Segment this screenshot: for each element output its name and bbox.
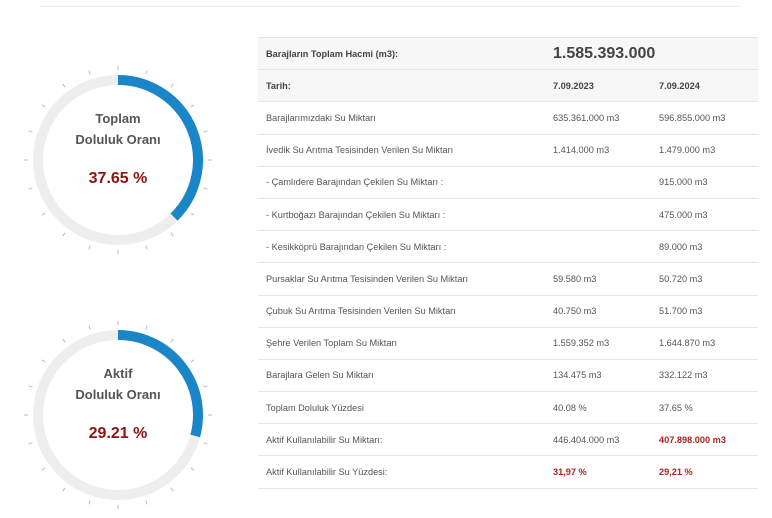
- total-fill-gauge-title: Toplam Doluluk Oranı: [75, 111, 161, 147]
- row-label: - Çamlıdere Barajından Çekilen Su Miktar…: [258, 166, 545, 199]
- gauge-ticks: [24, 321, 212, 509]
- date-column-1: 7.09.2023: [545, 69, 651, 103]
- row-label: Barajlara Gelen Su Miktarı: [258, 359, 545, 393]
- row-value-2024: 89.000 m3: [651, 230, 759, 264]
- row-label: Şehre Verilen Toplam Su Miktarı: [258, 327, 545, 360]
- date-label: Tarih:: [258, 69, 545, 103]
- table-row: Şehre Verilen Toplam Su Miktarı 1.559.352…: [258, 327, 759, 360]
- active-fill-gauge-title: Aktif Doluluk Oranı: [75, 366, 161, 402]
- active-fill-gauge: Aktif Doluluk Oranı 29.21 %: [18, 315, 218, 515]
- row-value-2023: 134.475 m3: [545, 359, 651, 393]
- row-value-2024: 37.65 %: [651, 391, 759, 425]
- gauge-fill-arc: [117, 75, 203, 221]
- top-divider: [40, 6, 740, 7]
- table-row: - Kurtboğazı Barajından Çekilen Su Mikta…: [258, 198, 759, 232]
- table-row: - Kesikköprü Barajından Çekilen Su Mikta…: [258, 230, 759, 264]
- row-label: Çubuk Su Arıtma Tesisinden Verilen Su Mi…: [258, 295, 545, 328]
- row-value-2024: 475.000 m3: [651, 198, 759, 232]
- row-value-2024: 50.720 m3: [651, 262, 759, 296]
- date-column-2: 7.09.2024: [651, 69, 759, 103]
- row-value-2023: 59.580 m3: [545, 262, 651, 296]
- gauge-ticks: [24, 66, 212, 254]
- table-row: Çubuk Su Arıtma Tesisinden Verilen Su Mi…: [258, 295, 759, 328]
- row-value-2023: [545, 166, 651, 199]
- row-value-2024: 407.898.000 m3: [651, 423, 759, 457]
- row-value-2023: 1.559.352 m3: [545, 327, 651, 360]
- dam-stats-table: Barajların Toplam Hacmi (m3): 1.585.393.…: [258, 36, 759, 489]
- total-fill-gauge-value: 37.65 %: [88, 170, 148, 187]
- row-value-2023: 40.750 m3: [545, 295, 651, 328]
- row-value-2023: 40.08 %: [545, 391, 651, 425]
- row-value-2024: 29,21 %: [651, 455, 759, 489]
- table-row: Toplam Doluluk Yüzdesi 40.08 % 37.65 %: [258, 391, 759, 425]
- total-fill-gauge-ring: [24, 66, 212, 254]
- row-value-2024: 1.644.870 m3: [651, 327, 759, 360]
- row-value-2023: 1.414.000 m3: [545, 134, 651, 167]
- row-label: Aktif Kullanılabilir Su Miktarı:: [258, 423, 545, 457]
- row-value-2023: [545, 198, 651, 232]
- row-label: Toplam Doluluk Yüzdesi: [258, 391, 545, 425]
- row-value-2024: 51.700 m3: [651, 295, 759, 328]
- table-row: İvedik Su Arıtma Tesisinden Verilen Su M…: [258, 134, 759, 167]
- row-label: Barajlarımızdaki Su Miktarı: [258, 101, 545, 135]
- row-label: - Kurtboğazı Barajından Çekilen Su Mikta…: [258, 198, 545, 232]
- row-value-2023: 31,97 %: [545, 455, 651, 489]
- row-label: Aktif Kullanılabilir Su Yüzdesi:: [258, 455, 545, 489]
- row-value-2023: [545, 230, 651, 264]
- row-value-2024: 1.479.000 m3: [651, 134, 759, 167]
- total-fill-gauge: Toplam Doluluk Oranı 37.65 %: [18, 60, 218, 260]
- table-row: Barajlara Gelen Su Miktarı 134.475 m3 332.…: [258, 359, 759, 393]
- table-row: Barajlarımızdaki Su Miktarı 635.361.000 m…: [258, 101, 759, 135]
- row-value-2024: 596.855.000 m3: [651, 101, 759, 135]
- total-capacity-value: 1.585.393.000: [545, 36, 759, 71]
- row-value-2024: 915.000 m3: [651, 166, 759, 199]
- row-value-2024: 332.122 m3: [651, 359, 759, 393]
- row-value-2023: 446.404.000 m3: [545, 423, 651, 457]
- table-row: - Çamlıdere Barajından Çekilen Su Miktar…: [258, 166, 759, 199]
- table-row: Aktif Kullanılabilir Su Miktarı: 446.404.…: [258, 423, 759, 457]
- row-label: Pursaklar Su Arıtma Tesisinden Verilen S…: [258, 262, 545, 296]
- active-fill-gauge-value: 29.21 %: [88, 425, 148, 442]
- row-value-2023: 635.361.000 m3: [545, 101, 651, 135]
- total-capacity-label: Barajların Toplam Hacmi (m3):: [258, 36, 545, 71]
- active-fill-gauge-ring: [24, 321, 212, 509]
- row-label: İvedik Su Arıtma Tesisinden Verilen Su M…: [258, 134, 545, 167]
- date-header-row: Tarih: 7.09.2023 7.09.2024: [258, 69, 759, 103]
- gauge-fill-arc: [117, 330, 203, 438]
- total-capacity-row: Barajların Toplam Hacmi (m3): 1.585.393.…: [258, 36, 759, 71]
- row-label: - Kesikköprü Barajından Çekilen Su Mikta…: [258, 230, 545, 264]
- table-row: Pursaklar Su Arıtma Tesisinden Verilen S…: [258, 262, 759, 296]
- table-row: Aktif Kullanılabilir Su Yüzdesi: 31,97 % 2…: [258, 455, 759, 489]
